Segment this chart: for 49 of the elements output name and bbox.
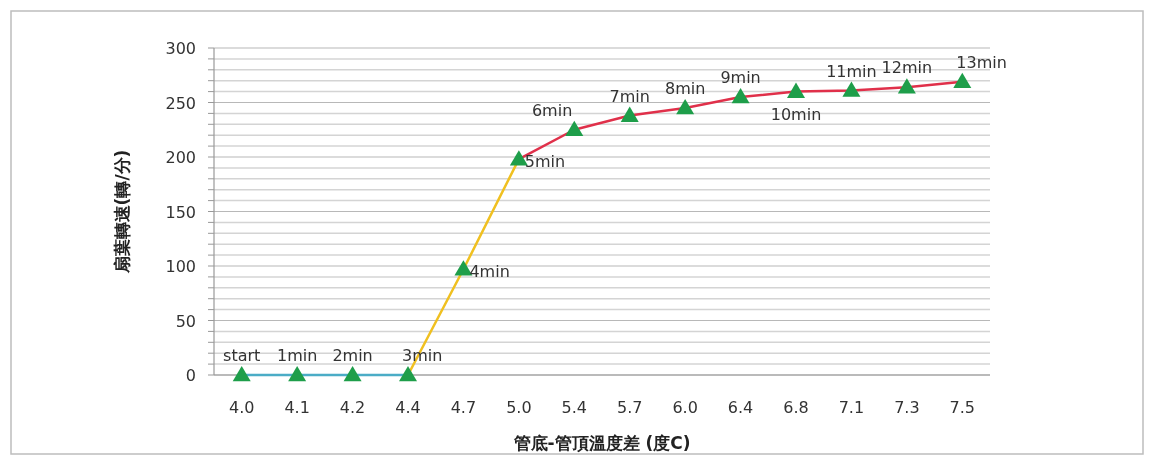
annotation: 7min (609, 86, 650, 106)
point (399, 366, 417, 382)
x-tick-label: 4.7 (450, 398, 477, 417)
point (343, 366, 362, 382)
point (897, 78, 916, 94)
annotation: 12min (881, 58, 933, 78)
y-axis-title: 扇葉轉速(轉/分) (112, 149, 132, 275)
point (787, 82, 805, 98)
annotation: 5min (524, 152, 566, 172)
point (620, 106, 639, 122)
annotation: 13min (956, 52, 1007, 72)
point (676, 98, 695, 115)
y-tick-label: 250 (165, 93, 196, 113)
x-tick-label: 5.7 (616, 398, 643, 417)
y-tick-label: 200 (165, 148, 196, 167)
y-tick-label: 100 (165, 257, 196, 276)
x-tick-label: 7.1 (838, 398, 865, 417)
y-tick-label: 150 (165, 202, 196, 222)
x-tick-label: 5.4 (561, 398, 588, 417)
x-tick-label: 6.8 (783, 398, 809, 417)
annotation: 1min (276, 346, 318, 365)
point (509, 150, 528, 166)
point (953, 72, 972, 89)
x-tick-label: 6.4 (727, 398, 754, 417)
y-tick-label: 50 (175, 311, 196, 331)
y-tick-label: 0 (185, 366, 196, 385)
annotation: 11min (826, 61, 877, 81)
annotation: 10min (770, 104, 822, 124)
x-tick-label: 7.3 (894, 398, 920, 417)
x-tick-label: 4.1 (284, 398, 310, 417)
x-axis-title: 管底-管頂溫度差 (度C) (512, 433, 691, 453)
point (731, 88, 750, 104)
x-tick-label: 4.4 (395, 398, 421, 417)
x-tick-label: 4.2 (339, 398, 366, 417)
x-tick-label: 7.5 (949, 398, 976, 417)
annotation: start (223, 346, 261, 365)
y-tick-label: 300 (165, 39, 196, 58)
point (232, 366, 251, 382)
x-tick-label: 6.0 (672, 398, 698, 417)
annotation: 6min (531, 100, 573, 120)
annotation: 2min (332, 346, 373, 365)
point (842, 81, 861, 97)
annotation: 4min (469, 262, 510, 282)
point (565, 120, 584, 137)
x-tick-label: 5.0 (506, 398, 532, 417)
annotation: 9min (720, 68, 761, 88)
x-tick-label: 4.0 (228, 398, 255, 417)
annotation: 8min (664, 78, 706, 98)
point (288, 366, 307, 382)
